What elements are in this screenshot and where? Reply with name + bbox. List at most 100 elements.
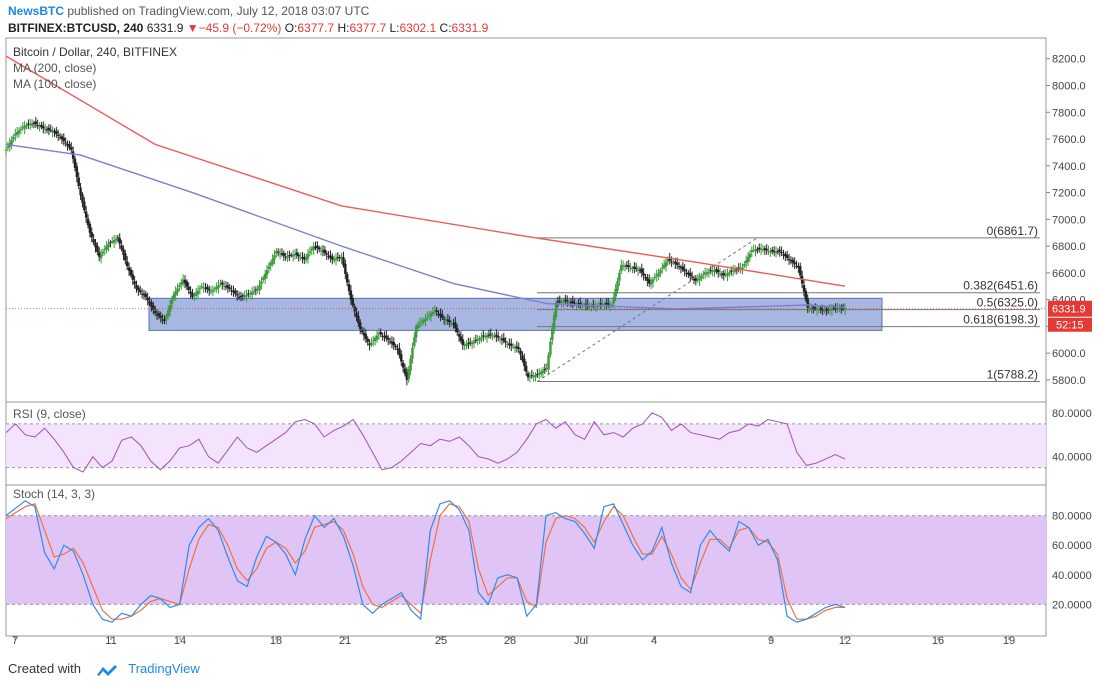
- candle-body: [623, 265, 627, 267]
- candle-body: [478, 338, 481, 341]
- fib-level-label: 0.618(6198.3): [963, 313, 1038, 327]
- publisher-name[interactable]: NewsBTC: [8, 4, 65, 18]
- x-tick-label: Jul: [574, 635, 588, 647]
- candle-body: [448, 320, 451, 323]
- candle-body: [730, 270, 733, 272]
- candle-body: [413, 337, 416, 347]
- candle-body: [319, 250, 323, 252]
- stoch-d-line: [5, 503, 845, 620]
- candle-body: [571, 300, 574, 304]
- candle-body: [489, 333, 492, 335]
- candle-body: [400, 354, 403, 362]
- candle-body: [795, 265, 798, 267]
- candle-body: [541, 370, 545, 373]
- rsi-band: [6, 423, 1046, 468]
- legend-ma-200: MA (200, close): [13, 61, 96, 75]
- candle-body: [124, 253, 127, 261]
- candle-body: [243, 295, 246, 298]
- candle-body: [482, 335, 485, 337]
- candle-body: [802, 285, 806, 292]
- candle-body: [476, 339, 479, 341]
- x-tick-label: 21: [339, 635, 351, 647]
- candle-body: [703, 272, 707, 275]
- candle-body: [265, 270, 269, 276]
- candle-body: [552, 315, 556, 329]
- stoch-k-line: [5, 500, 846, 623]
- candle-body: [821, 309, 824, 311]
- close-label: C:: [439, 21, 452, 35]
- candle-body: [407, 369, 410, 380]
- candle-body: [437, 313, 440, 315]
- candle-body: [137, 287, 140, 291]
- candle-body: [260, 281, 263, 285]
- candle-body: [534, 375, 537, 377]
- candle-body: [170, 299, 174, 305]
- candle-body: [485, 335, 489, 338]
- candle-body: [819, 307, 822, 310]
- candle-body: [288, 255, 291, 257]
- candle-body: [599, 303, 602, 305]
- candle-body: [791, 259, 794, 263]
- tradingview-logo-icon: [96, 664, 117, 676]
- candle-body: [83, 201, 86, 211]
- candle-body: [547, 354, 550, 370]
- created-with-label: Created with: [8, 661, 81, 676]
- x-tick-label: 7: [12, 635, 18, 647]
- candle-body: [765, 248, 768, 251]
- candle-body: [685, 272, 688, 274]
- candle-body: [666, 259, 670, 262]
- candle-body: [672, 262, 675, 264]
- candle-body: [21, 127, 24, 129]
- price-change: −45.9 (−0.72%): [198, 21, 282, 35]
- candle-body: [284, 256, 287, 258]
- candle-body: [627, 265, 630, 267]
- candle-body: [118, 238, 121, 244]
- candle-body: [603, 303, 606, 305]
- candle-body: [644, 277, 647, 279]
- rsi-y-tick-label: 80.0000: [1052, 408, 1092, 420]
- chart-area[interactable]: 8200.0 8000.0 7800.0 7600.0 7400.0 7200.0 7000…: [0, 36, 1100, 652]
- candle-body: [605, 302, 608, 305]
- candle-body: [687, 272, 690, 275]
- candle-body: [696, 279, 699, 281]
- rsi-title: RSI (9, close): [13, 407, 86, 421]
- candle-body: [165, 315, 168, 320]
- candle-body: [181, 279, 185, 285]
- candle-body: [342, 257, 345, 266]
- candle-body: [513, 347, 517, 349]
- publish-header: NewsBTC published on TradingView.com, Ju…: [0, 0, 1100, 22]
- candle-body: [355, 312, 358, 318]
- candle-body: [825, 309, 828, 311]
- fib-level-label: 0(6861.7): [987, 224, 1038, 238]
- candle-body: [750, 250, 753, 253]
- candle-body: [230, 290, 233, 292]
- tradingview-link[interactable]: TradingView: [128, 661, 200, 676]
- countdown-tag: [1048, 317, 1092, 332]
- candle-body: [198, 288, 202, 290]
- candle-body: [748, 253, 752, 258]
- candle-body: [718, 273, 722, 275]
- candle-body: [148, 301, 151, 304]
- last-price: 6331.9: [146, 21, 184, 35]
- candle-body: [202, 287, 205, 289]
- candle-body: [194, 292, 198, 296]
- candle-body: [221, 282, 224, 285]
- candle-body: [744, 260, 748, 264]
- candle-body: [394, 345, 397, 348]
- candle-body: [554, 302, 558, 317]
- candle-body: [431, 311, 435, 314]
- candle-body: [372, 340, 375, 342]
- candle-body: [607, 303, 610, 305]
- candle-body: [329, 255, 332, 258]
- candle-body: [4, 149, 8, 151]
- candle-body: [96, 245, 99, 252]
- candle-body: [64, 142, 67, 144]
- candle-body: [334, 258, 338, 260]
- candle-body: [92, 239, 95, 243]
- candle-body: [446, 319, 450, 322]
- high-label: H:: [337, 21, 350, 35]
- candle-body: [153, 311, 157, 314]
- x-tick-label: 12: [839, 635, 851, 647]
- candle-body: [661, 267, 664, 269]
- candle-body: [157, 313, 161, 317]
